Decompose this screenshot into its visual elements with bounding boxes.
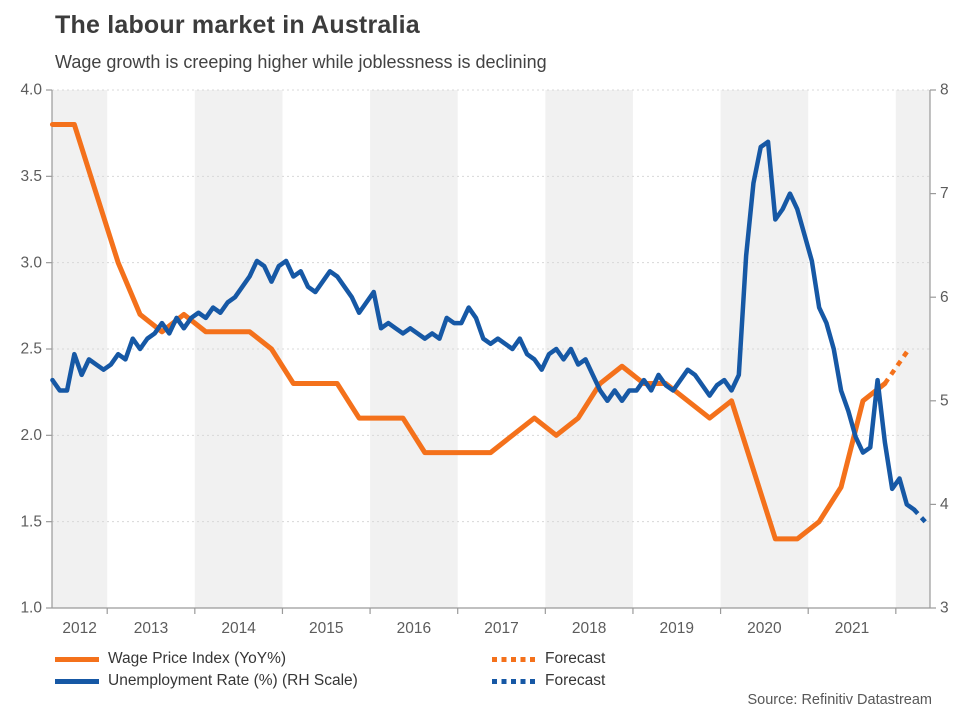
left-axis-tick-label: 2.5: [20, 341, 42, 358]
solid-line-swatch-icon: [55, 656, 99, 662]
legend-item: Unemployment Rate (%) (RH Scale): [55, 672, 492, 690]
left-axis-tick-label: 2.0: [20, 427, 42, 444]
left-axis-tick-label: 4.0: [20, 82, 42, 99]
right-axis-tick-label: 7: [940, 185, 949, 202]
x-axis-year-label: 2021: [835, 620, 869, 637]
dashed-line-swatch-icon: [492, 656, 536, 662]
right-axis-tick-label: 3: [940, 600, 949, 617]
left-axis-tick-label: 1.0: [20, 600, 42, 617]
right-axis-tick-label: 8: [940, 82, 949, 99]
page-subtitle: Wage growth is creeping higher while job…: [55, 52, 547, 72]
right-axis-tick-label: 6: [940, 289, 949, 306]
x-axis-year-label: 2020: [747, 620, 782, 637]
legend-label: Forecast: [545, 672, 606, 689]
chart-legend: Wage Price Index (YoY%) Forecast Unemploym…: [55, 648, 605, 692]
left-axis-tick-label: 3.0: [20, 254, 42, 271]
unemployment-rate--line: [50, 139, 917, 512]
left-axis-tick-label: 1.5: [20, 513, 42, 530]
x-axis-year-label: 2012: [62, 620, 96, 637]
wage-price-index-forecast-line: [883, 347, 911, 385]
dashed-line-swatch-icon: [492, 678, 536, 684]
legend-item: Forecast: [492, 672, 605, 690]
x-axis-year-label: 2019: [660, 620, 694, 637]
x-axis-year-label: 2013: [134, 620, 168, 637]
legend-label: Unemployment Rate (%) (RH Scale): [108, 672, 358, 689]
left-axis-tick-label: 3.5: [20, 168, 42, 185]
page-title: The labour market in Australia: [55, 11, 420, 39]
legend-label: Wage Price Index (YoY%): [108, 650, 287, 667]
x-axis-year-label: 2015: [309, 620, 343, 637]
legend-label: Forecast: [545, 650, 606, 667]
solid-line-swatch-icon: [55, 678, 99, 684]
legend-item: Forecast: [492, 650, 605, 668]
x-axis-year-label: 2018: [572, 620, 606, 637]
right-axis-tick-label: 5: [940, 392, 949, 409]
unemployment-rate-forecast-line: [912, 508, 930, 527]
x-axis-year-label: 2016: [397, 620, 431, 637]
source-caption: Source: Refinitiv Datastream: [747, 692, 932, 708]
x-axis-year-label: 2017: [484, 620, 518, 637]
right-axis-tick-label: 4: [940, 496, 949, 513]
x-axis-year-label: 2014: [221, 620, 256, 637]
legend-item: Wage Price Index (YoY%): [55, 650, 492, 668]
